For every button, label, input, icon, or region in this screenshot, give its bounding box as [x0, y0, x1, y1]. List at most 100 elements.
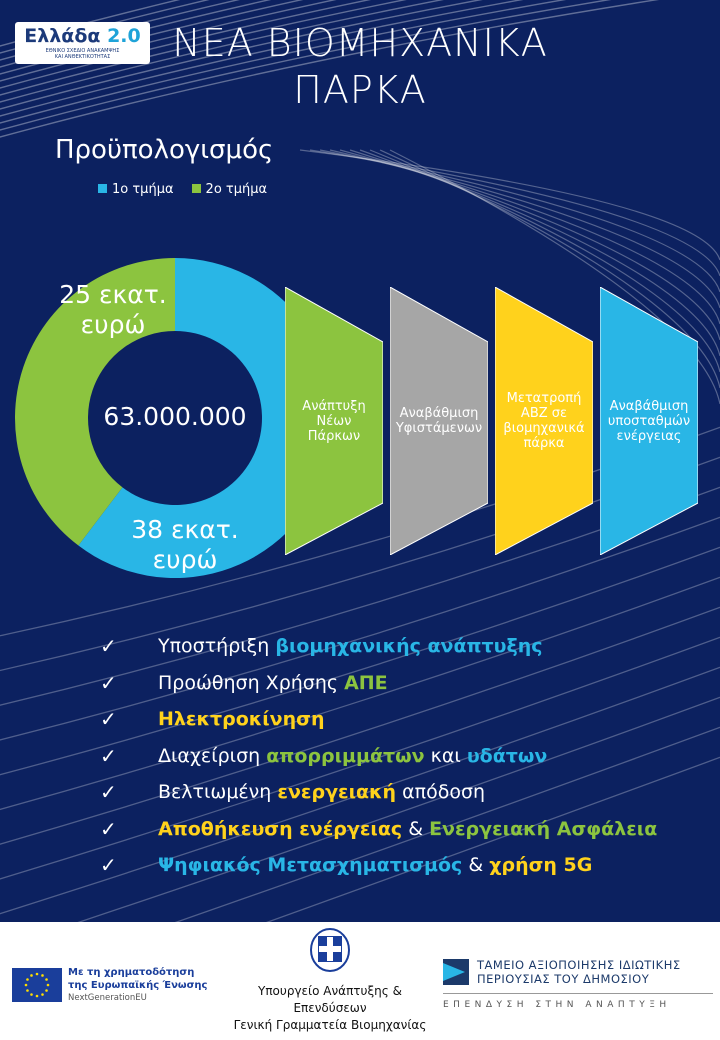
eu-star [26, 978, 29, 981]
taiped-line-2: ΠΕΡΙΟΥΣΙΑΣ ΤΟΥ ΔΗΜΟΣΙΟΥ [477, 972, 650, 986]
ministry-line-1: Υπουργείο Ανάπτυξης & [258, 984, 402, 998]
eu-star [45, 978, 48, 981]
item-highlight: ΑΠΕ [344, 671, 388, 694]
background-line [319, 149, 720, 293]
background-line [0, 516, 720, 741]
checkmark-icon: ✓ [100, 853, 117, 878]
checkmark-icon: ✓ [100, 707, 117, 732]
stage-shape [285, 287, 383, 555]
item-highlight: Ηλεκτροκίνηση [158, 708, 325, 731]
slice-label-1: 38 εκατ. ευρώ [130, 515, 240, 575]
legend-label: 1ο τμήμα [112, 182, 174, 197]
background-line [0, 0, 660, 138]
taiped-logo: ΤΑΜΕΙΟ ΑΞΙΟΠΟΙΗΣΗΣ ΙΔΙΩΤΙΚΗΣ ΠΕΡΙΟΥΣΙΑΣ … [443, 958, 713, 1010]
background-lines [0, 0, 720, 922]
background-line [77, 696, 720, 922]
background-line [0, 0, 445, 103]
item-text: απόδοση [396, 781, 486, 804]
background-line [349, 149, 720, 341]
background-line [379, 149, 720, 389]
stage-label-line: ενέργειας [616, 428, 682, 444]
stage-chevron: Ανάπτυξη Νέων Πάρκων [285, 287, 383, 555]
legend-item: 1ο τμήμα [98, 182, 174, 197]
taiped-tagline: ΕΠΕΝΔΥΣΗ ΣΤΗΝ ΑΝΑΠΤΥΞΗ [443, 1000, 671, 1010]
greek-coat-of-arms-icon [310, 928, 350, 972]
background-line [0, 0, 407, 96]
checklist-item: ✓ Βελτιωμένη ενεργειακή απόδοση [100, 774, 657, 811]
background-line [359, 149, 720, 357]
background-line [299, 149, 720, 261]
infographic: Ελλάδα 2.0 ΕΘΝΙΚΟ ΣΧΕΔΙΟ ΑΝΑΚΑΜΨΗΣ ΚΑΙ Α… [0, 0, 720, 922]
checkmark-icon: ✓ [100, 780, 117, 805]
item-highlight: Ψηφιακός Μετασχηματισμός [158, 854, 463, 877]
stage-shape [390, 287, 488, 555]
slice-label-1-line2: ευρώ [152, 545, 218, 574]
donut-slice [78, 258, 300, 578]
stage-label-line: Αναβάθμιση [399, 406, 479, 421]
eu-star [35, 994, 39, 998]
stage-label-line: Ανάπτυξη [302, 398, 366, 414]
legend-label: 2ο τμήμα [205, 182, 268, 197]
stage-label-line: Μετατροπή [506, 391, 582, 406]
item-highlight: χρήση 5G [489, 854, 593, 877]
slice-label-1-line1: 38 εκατ. [131, 515, 239, 544]
item-highlight: υδάτων [466, 744, 548, 767]
stage-label-line: υποσταθμών [607, 413, 691, 429]
logo-subtitle-1: ΕΘΝΙΚΟ ΣΧΕΔΙΟ ΑΝΑΚΑΜΨΗΣ [45, 48, 120, 54]
eu-star [46, 983, 50, 987]
stage-chevron: Αναβάθμιση Υφιστάμενων [390, 287, 488, 555]
background-line [0, 0, 372, 89]
item-text: και [424, 744, 467, 767]
title-line-2: ΠΑΡΚΑ [293, 68, 427, 112]
background-line [329, 149, 720, 309]
ministry-line-2: Επενδύσεων [293, 1001, 367, 1015]
donut-slice [14, 258, 175, 546]
item-text: Διαχείριση [158, 744, 267, 767]
eu-star [41, 993, 44, 996]
stage-label-line: Υφιστάμενων [395, 421, 483, 436]
checklist-item: ✓ Υποστήριξη βιομηχανικής ανάπτυξης [100, 628, 657, 665]
legend-item: 2ο τμήμα [191, 182, 268, 197]
logo-name: Ελλάδα [24, 25, 101, 47]
stage-label-line: Νέων [316, 413, 352, 429]
background-line [339, 149, 720, 325]
eu-funding-text: Με τη χρηματοδότηση της Ευρωπαϊκής Ένωση… [68, 966, 207, 1005]
eu-flag-icon [12, 968, 62, 1002]
logo-version: 2.0 [107, 25, 141, 47]
benefits-checklist: ✓ Υποστήριξη βιομηχανικής ανάπτυξης ✓ Προώθ… [100, 628, 657, 884]
background-line [265, 756, 720, 922]
stage-label-line: πάρκα [523, 436, 565, 451]
eu-line-1: Με τη χρηματοδότηση [68, 967, 195, 978]
checklist-item: ✓ Ηλεκτροκίνηση [100, 701, 657, 738]
eu-line-3: NextGenerationEU [68, 993, 147, 1003]
background-line [0, 0, 483, 110]
checkmark-icon: ✓ [100, 670, 117, 695]
slice-label-2-line2: ευρώ [80, 310, 146, 339]
item-text: Βελτιωμένη [158, 781, 278, 804]
ministry-line-3: Γενική Γραμματεία Βιομηχανίας [233, 1018, 427, 1032]
page-title: ΝΕΑ ΒΙΟΜΗΧΑΝΙΚΑ ΠΑΡΚΑ [150, 20, 570, 114]
item-highlight: απορριμμάτων [266, 744, 425, 767]
background-line [389, 149, 720, 405]
stage-shape [495, 287, 593, 555]
checkmark-icon: ✓ [100, 634, 117, 659]
taiped-line-1: ΤΑΜΕΙΟ ΑΞΙΟΠΟΙΗΣΗΣ ΙΔΙΩΤΙΚΗΣ [477, 958, 681, 972]
background-line [174, 726, 720, 922]
item-text: Προώθηση Χρήσης [158, 671, 345, 694]
background-line [0, 576, 720, 811]
slice-label-2-line1: 25 εκατ. [59, 280, 167, 309]
stage-shape [600, 287, 698, 555]
item-highlight: βιομηχανικής ανάπτυξης [275, 635, 543, 658]
checklist-item: ✓ Ψηφιακός Μετασχηματισμός & χρήση 5G [100, 847, 657, 884]
eu-star [26, 989, 29, 992]
title-line-1: ΝΕΑ ΒΙΟΜΗΧΑΝΙΚΑ [172, 21, 548, 65]
total-budget: 63.000.000 [103, 402, 247, 431]
item-text: Υποστήριξη [158, 635, 276, 658]
background-line [0, 666, 720, 915]
item-highlight: Αποθήκευση ενέργειας [158, 817, 403, 840]
background-line [0, 0, 612, 131]
checklist-item: ✓ Διαχείριση απορριμμάτων και υδάτων [100, 738, 657, 775]
stage-label-line: ΑΒΖ σε [520, 406, 568, 421]
background-line [0, 0, 337, 82]
eu-star [45, 989, 48, 992]
